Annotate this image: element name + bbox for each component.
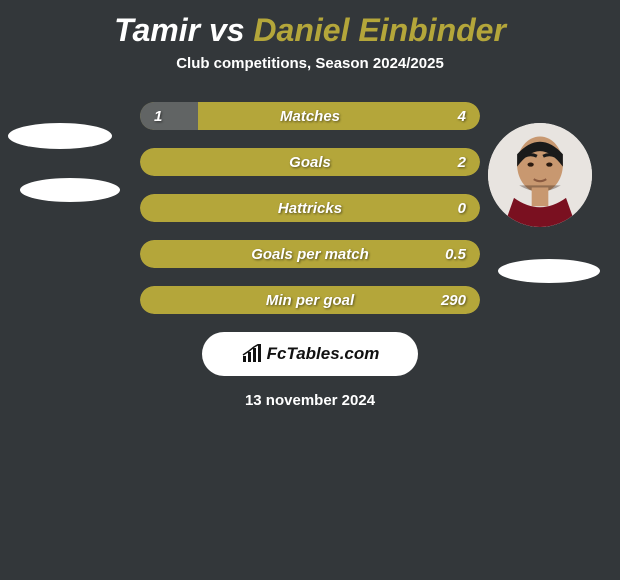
- bar-label: Goals: [140, 148, 480, 176]
- bar-value-right: 4: [458, 102, 466, 130]
- stat-bar: Goals2: [140, 148, 480, 176]
- subtitle: Club competitions, Season 2024/2025: [0, 55, 620, 102]
- bar-label: Goals per match: [140, 240, 480, 268]
- decor-ellipse: [8, 123, 112, 149]
- bar-value-right: 0: [458, 194, 466, 222]
- bar-label: Hattricks: [140, 194, 480, 222]
- title-player2: Daniel Einbinder: [253, 12, 505, 48]
- stat-bar: Hattricks0: [140, 194, 480, 222]
- person-photo-icon: [488, 123, 592, 227]
- bar-value-right: 0.5: [445, 240, 466, 268]
- bar-value-right: 290: [441, 286, 466, 314]
- stat-bar: Goals per match0.5: [140, 240, 480, 268]
- stat-bar: Min per goal290: [140, 286, 480, 314]
- brand-badge: FcTables.com: [202, 332, 418, 376]
- bar-value-right: 2: [458, 148, 466, 176]
- avatar-player2: [488, 123, 592, 227]
- decor-ellipse: [20, 178, 120, 202]
- stat-bar: Matches1 4: [140, 102, 480, 130]
- stats-chart: Matches1 4 Goals2 Hattricks0 Goals per match…: [140, 102, 480, 314]
- title-vs: vs: [209, 12, 245, 48]
- bar-value-left: 1: [154, 102, 162, 130]
- bar-label: Min per goal: [140, 286, 480, 314]
- bar-chart-icon: [241, 344, 265, 364]
- title-player1: Tamir: [114, 12, 200, 48]
- decor-ellipse: [498, 259, 600, 283]
- brand-text: FcTables.com: [267, 344, 380, 364]
- date-label: 13 november 2024: [0, 392, 620, 409]
- page-title: Tamir vs Daniel Einbinder: [0, 0, 620, 55]
- bar-label: Matches: [140, 102, 480, 130]
